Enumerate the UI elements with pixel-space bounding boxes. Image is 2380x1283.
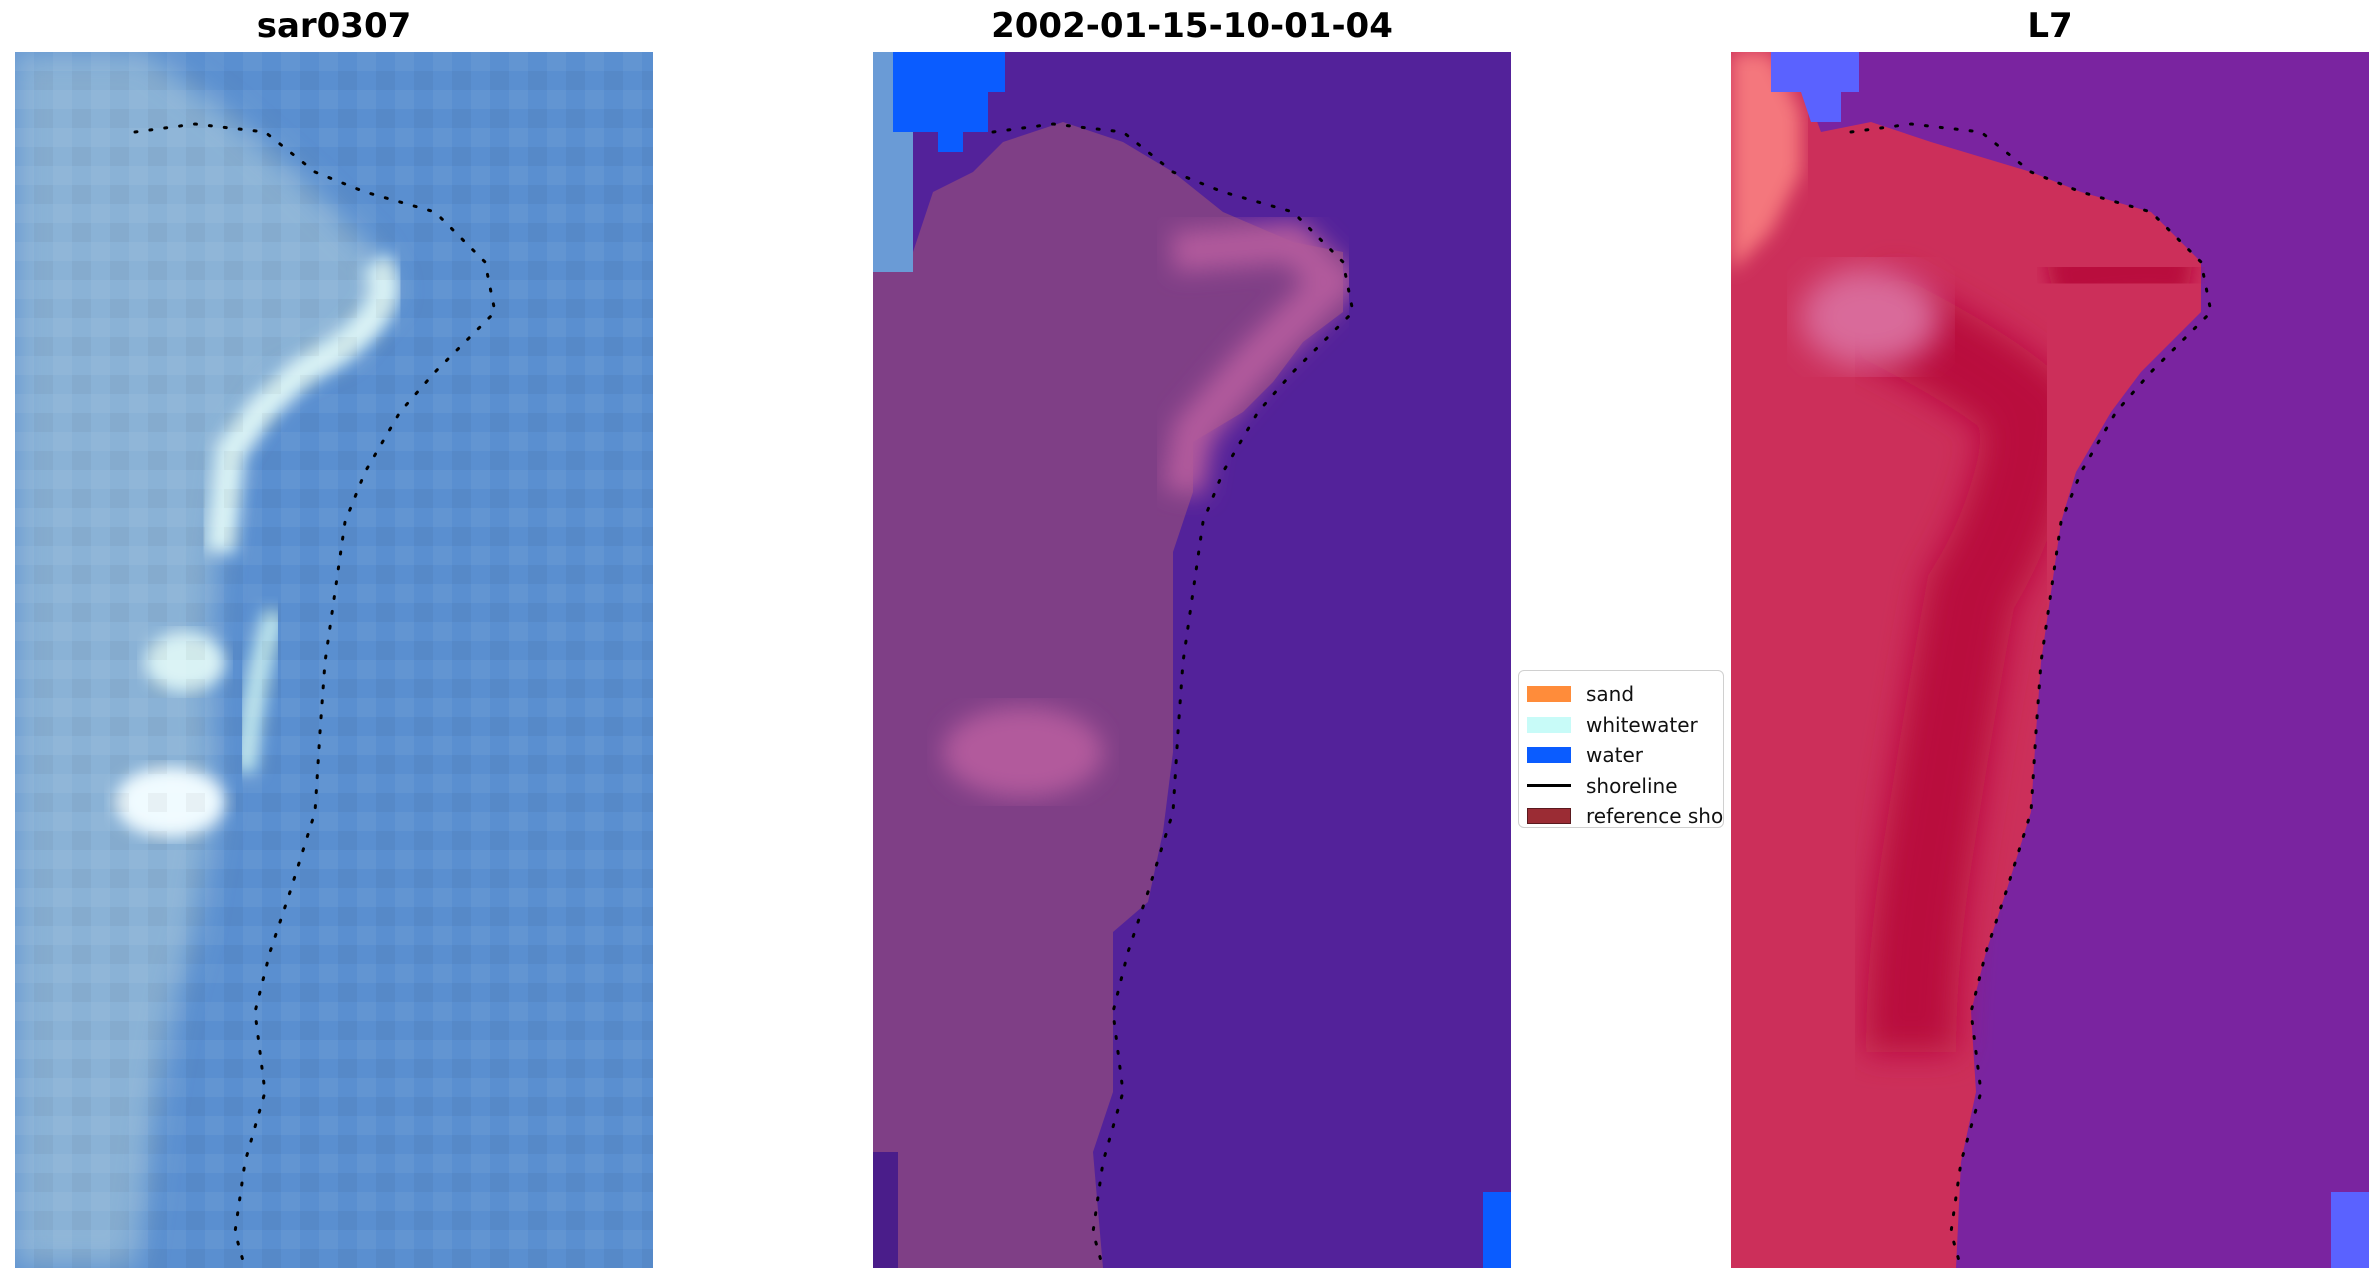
panel-title-rgb: sar0307 xyxy=(256,6,412,46)
sand-swatch xyxy=(1527,686,1571,703)
land-light-spot xyxy=(1801,267,1941,367)
water-patch-bottomright xyxy=(1483,1192,1511,1268)
legend-label: whitewater xyxy=(1586,712,1698,737)
legend-item-reference-shoreline: reference sho xyxy=(1527,801,1724,828)
legend-label: reference sho xyxy=(1586,804,1724,828)
index-image xyxy=(1731,52,2369,1268)
whitewater-swatch xyxy=(1527,716,1571,733)
classified-image-panel xyxy=(873,52,1511,1268)
classified-image xyxy=(873,52,1511,1268)
land-pink-spot xyxy=(943,707,1103,797)
water-swatch xyxy=(1527,747,1571,764)
shoreline xyxy=(133,122,497,1268)
legend-label: sand xyxy=(1586,682,1635,707)
shoreline xyxy=(1849,122,2213,1268)
panel-title-index: L7 xyxy=(2027,6,2073,46)
legend-label: shoreline xyxy=(1586,773,1678,798)
salmon-strip xyxy=(1731,52,1801,272)
legend-item-water: water xyxy=(1527,740,1723,771)
shoreline xyxy=(991,122,1355,1268)
land-dark-top xyxy=(2044,241,2196,309)
legend-label: water xyxy=(1586,743,1643,768)
index-image-panel xyxy=(1731,52,2369,1268)
panel-title-classified: 2002-01-15-10-01-04 xyxy=(991,6,1393,46)
land-dark-core xyxy=(1850,271,2078,1053)
legend-item-shoreline: shoreline xyxy=(1527,771,1723,802)
blue-patch-bottomright xyxy=(2331,1192,2369,1268)
land-pink-highlight xyxy=(1163,221,1362,496)
legend-item-sand: sand xyxy=(1527,679,1723,710)
rgb-image-panel xyxy=(15,52,653,1268)
shoreline-line-swatch xyxy=(1527,784,1571,788)
legend-item-whitewater: whitewater xyxy=(1527,710,1723,741)
blue-patch-topleft xyxy=(1771,52,1859,122)
water-patch-topleft xyxy=(893,52,1005,152)
rgb-image xyxy=(15,52,653,1268)
reference-shoreline-swatch xyxy=(1527,808,1571,825)
legend: sand whitewater water shoreline referenc… xyxy=(1518,670,1724,828)
